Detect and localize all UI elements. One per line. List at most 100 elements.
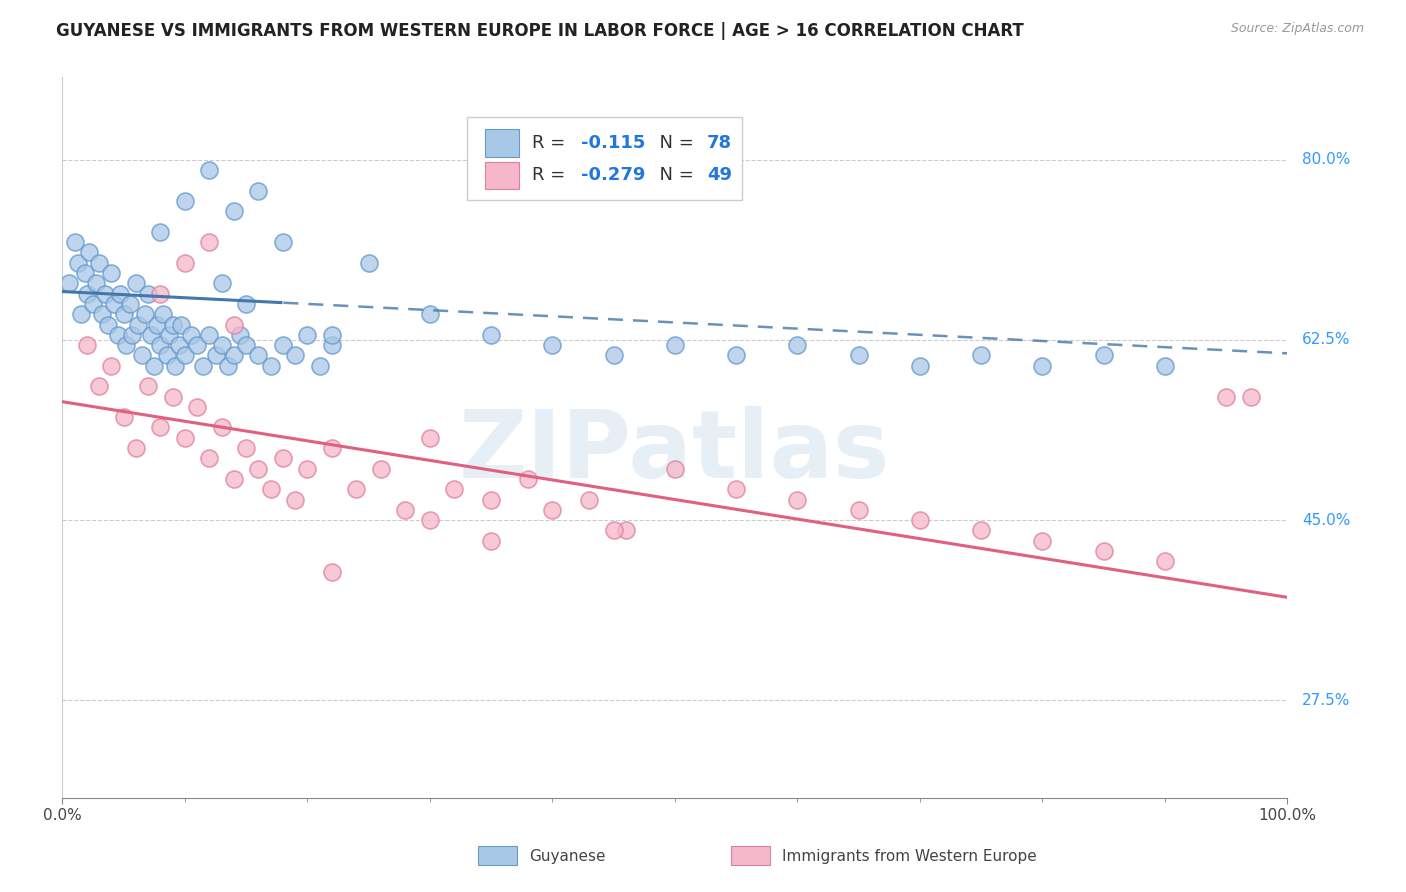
Point	[70, 307, 93, 321]
Text: -0.279: -0.279	[581, 167, 645, 185]
Point	[1215, 390, 1237, 404]
Point	[149, 225, 172, 239]
Point	[211, 277, 233, 291]
Point	[84, 277, 107, 291]
Point	[247, 461, 270, 475]
Point	[198, 451, 221, 466]
Point	[146, 318, 169, 332]
Text: R =: R =	[531, 134, 571, 152]
Point	[321, 327, 343, 342]
Point	[297, 327, 319, 342]
Point	[235, 338, 257, 352]
Point	[284, 348, 307, 362]
Point	[222, 318, 245, 332]
Point	[149, 338, 172, 352]
Point	[247, 348, 270, 362]
Point	[108, 286, 131, 301]
Point	[222, 204, 245, 219]
Point	[443, 482, 465, 496]
Point	[235, 441, 257, 455]
Point	[115, 338, 138, 352]
Point	[235, 297, 257, 311]
Point	[125, 277, 148, 291]
Point	[125, 441, 148, 455]
Text: 80.0%: 80.0%	[1302, 153, 1350, 168]
Point	[541, 338, 564, 352]
Point	[516, 472, 538, 486]
Point	[1092, 544, 1115, 558]
Point	[131, 348, 153, 362]
Point	[479, 327, 502, 342]
Point	[970, 348, 993, 362]
Point	[198, 327, 221, 342]
Point	[479, 533, 502, 548]
Point	[908, 513, 931, 527]
Point	[112, 307, 135, 321]
Point	[419, 431, 441, 445]
Point	[162, 318, 184, 332]
Point	[143, 359, 166, 373]
Point	[346, 482, 368, 496]
Point	[271, 235, 294, 249]
Point	[174, 256, 197, 270]
Point	[284, 492, 307, 507]
Point	[357, 256, 380, 270]
Point	[73, 266, 96, 280]
Point	[211, 420, 233, 434]
Point	[180, 327, 202, 342]
Point	[1153, 554, 1175, 568]
Point	[118, 297, 141, 311]
Point	[193, 359, 215, 373]
Point	[94, 286, 117, 301]
Point	[162, 390, 184, 404]
Point	[602, 524, 624, 538]
Point	[155, 348, 177, 362]
Point	[204, 348, 226, 362]
Point	[321, 441, 343, 455]
Point	[394, 503, 416, 517]
Point	[89, 256, 111, 270]
Point	[198, 163, 221, 178]
Text: 78: 78	[707, 134, 733, 152]
Point	[578, 492, 600, 507]
Point	[170, 318, 193, 332]
Point	[260, 482, 283, 496]
Point	[157, 327, 180, 342]
Point	[260, 359, 283, 373]
Text: 45.0%: 45.0%	[1302, 513, 1350, 527]
Point	[217, 359, 239, 373]
Point	[786, 338, 808, 352]
Point	[908, 359, 931, 373]
Point	[664, 338, 686, 352]
Point	[134, 307, 156, 321]
Text: 27.5%: 27.5%	[1302, 693, 1350, 707]
Point	[139, 327, 162, 342]
Point	[167, 338, 190, 352]
Point	[112, 410, 135, 425]
Point	[186, 400, 208, 414]
Point	[107, 327, 129, 342]
Point	[541, 503, 564, 517]
FancyBboxPatch shape	[467, 117, 742, 200]
Point	[247, 184, 270, 198]
Point	[97, 318, 120, 332]
Point	[229, 327, 252, 342]
Point	[79, 245, 101, 260]
Text: Guyanese: Guyanese	[529, 849, 605, 863]
Point	[222, 472, 245, 486]
Point	[174, 348, 197, 362]
Text: ZIPatlas: ZIPatlas	[460, 406, 890, 498]
Point	[271, 338, 294, 352]
Point	[149, 286, 172, 301]
Point	[90, 307, 112, 321]
Point	[602, 348, 624, 362]
Point	[100, 266, 122, 280]
FancyBboxPatch shape	[485, 161, 519, 189]
Text: R =: R =	[531, 167, 571, 185]
Point	[614, 524, 637, 538]
Point	[58, 277, 80, 291]
Point	[165, 359, 187, 373]
Point	[174, 431, 197, 445]
Point	[186, 338, 208, 352]
Point	[63, 235, 86, 249]
